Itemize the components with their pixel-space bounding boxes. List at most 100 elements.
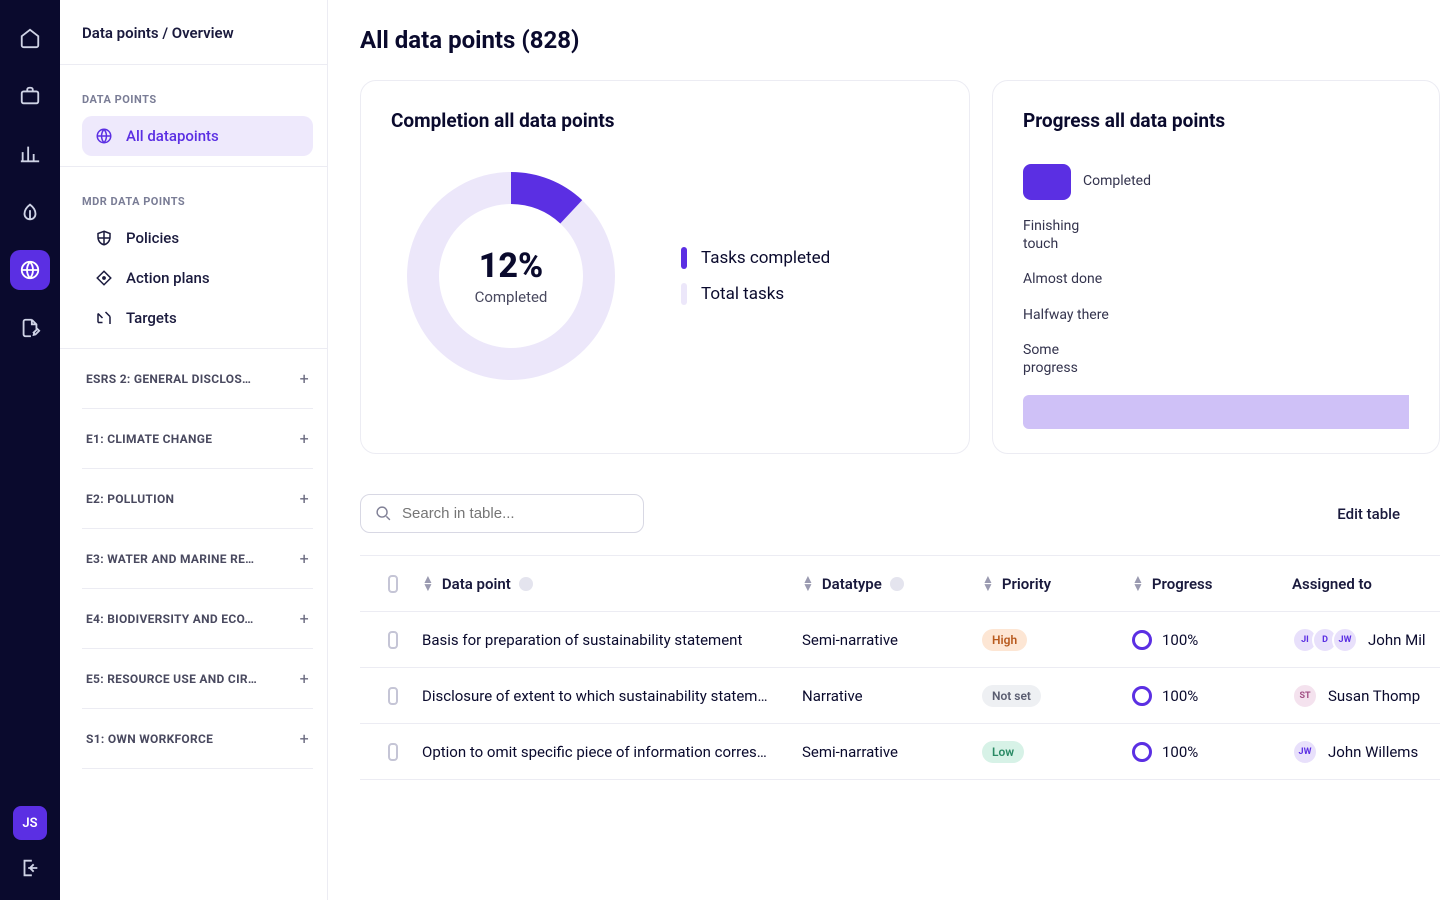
cell-assigned: JW John Willems [1280, 725, 1440, 779]
category-item[interactable]: E3: WATER AND MARINE RE… + [82, 529, 313, 589]
progress-card: Progress all data points CompletedFinish… [992, 80, 1440, 454]
completion-sublabel: Completed [475, 288, 548, 306]
icon-rail: JS [0, 0, 60, 900]
category-item[interactable]: E4: BIODIVERSITY AND ECO…+ [82, 589, 313, 649]
cell-priority: High [970, 615, 1120, 665]
search-input[interactable] [360, 494, 644, 533]
category-item[interactable]: E1: CLIMATE CHANGE+ [82, 409, 313, 469]
expand-icon: + [300, 429, 309, 448]
home-icon[interactable] [10, 18, 50, 58]
table-row[interactable]: Disclosure of extent to which sustainabi… [360, 668, 1440, 724]
nav-policies[interactable]: Policies [82, 218, 313, 258]
user-avatar[interactable]: JS [13, 806, 47, 840]
shield-icon [94, 228, 114, 248]
nav-label: All datapoints [126, 127, 219, 145]
category-label: E3: WATER AND MARINE RE… [86, 552, 254, 566]
assignee-name: John Willems [1328, 743, 1418, 761]
cell-progress: 100% [1120, 672, 1280, 720]
main-content: All data points (828) Completion all dat… [328, 0, 1440, 900]
cell-priority: Not set [970, 671, 1120, 721]
cell-progress: 100% [1120, 728, 1280, 776]
target-icon [94, 308, 114, 328]
leaf-icon[interactable] [10, 192, 50, 232]
nav-all-datapoints[interactable]: All datapoints [82, 116, 313, 156]
globe-icon[interactable] [10, 250, 50, 290]
legend-swatch [681, 283, 687, 305]
section-label-mdr: MDR DATA POINTS [82, 195, 313, 208]
search-icon [375, 505, 392, 522]
nav-label: Policies [126, 229, 179, 247]
nav-targets[interactable]: Targets [82, 298, 313, 338]
progress-label: Some progress [1023, 342, 1113, 377]
table-row[interactable]: Basis for preparation of sustainability … [360, 612, 1440, 668]
table-row[interactable]: Option to omit specific piece of informa… [360, 724, 1440, 780]
cell-progress: 100% [1120, 616, 1280, 664]
info-icon [519, 577, 533, 591]
row-checkbox[interactable] [388, 743, 398, 761]
category-item[interactable]: ESRS 2: GENERAL DISCLOS…+ [82, 349, 313, 409]
edit-doc-icon[interactable] [10, 308, 50, 348]
table-header: ▲▼Data point ▲▼Datatype ▲▼Priority ▲▼Pro… [360, 556, 1440, 612]
progress-ring-icon [1132, 686, 1152, 706]
sidebar: Data points / Overview DATA POINTS All d… [60, 0, 328, 900]
legend-label: Total tasks [701, 284, 784, 304]
chart-icon[interactable] [10, 134, 50, 174]
category-label: E5: RESOURCE USE AND CIR… [86, 672, 257, 686]
progress-row: Almost done [1023, 271, 1409, 289]
cell-priority: Low [970, 727, 1120, 777]
progress-label: Halfway there [1023, 307, 1109, 325]
col-datatype[interactable]: ▲▼Datatype [790, 561, 970, 607]
briefcase-icon[interactable] [10, 76, 50, 116]
category-item[interactable]: E2: POLLUTION + [82, 469, 313, 529]
cell-datapoint: Option to omit specific piece of informa… [410, 729, 790, 775]
expand-icon: + [300, 669, 309, 688]
assignee-avatar: JW [1292, 739, 1318, 765]
col-priority[interactable]: ▲▼Priority [970, 561, 1120, 607]
completion-title: Completion all data points [391, 109, 939, 132]
legend-swatch [681, 247, 687, 269]
logout-icon[interactable] [10, 854, 50, 882]
col-progress[interactable]: ▲▼Progress [1120, 561, 1280, 607]
category-label: E2: POLLUTION [86, 492, 174, 506]
cell-datatype: Semi-narrative [790, 729, 970, 775]
progress-ring-icon [1132, 630, 1152, 650]
cell-datatype: Semi-narrative [790, 617, 970, 663]
completion-donut: 12% Completed [391, 156, 631, 396]
avatar-stack: JW [1292, 739, 1318, 765]
category-label: E4: BIODIVERSITY AND ECO… [86, 612, 254, 626]
row-checkbox[interactable] [388, 631, 398, 649]
assignee-name: Susan Thomp [1328, 687, 1420, 705]
cell-assigned: ST Susan Thomp [1280, 669, 1440, 723]
section-label-datapoints: DATA POINTS [82, 93, 313, 106]
category-item[interactable]: E5: RESOURCE USE AND CIR… + [82, 649, 313, 709]
info-icon [890, 577, 904, 591]
cell-datapoint: Basis for preparation of sustainability … [410, 617, 790, 663]
progress-label: Completed [1083, 173, 1151, 191]
progress-label: Almost done [1023, 271, 1102, 289]
progress-swatch [1023, 164, 1071, 200]
legend-label: Tasks completed [701, 248, 830, 268]
expand-icon: + [300, 549, 309, 568]
category-label: S1: OWN WORKFORCE [86, 732, 213, 746]
assignee-avatar: ST [1292, 683, 1318, 709]
globe-icon [94, 126, 114, 146]
col-assigned[interactable]: Assigned to [1280, 561, 1440, 607]
progress-row: Some progress [1023, 342, 1409, 377]
col-datapoint[interactable]: ▲▼Data point [410, 561, 790, 607]
select-all-checkbox[interactable] [388, 575, 398, 593]
row-checkbox[interactable] [388, 687, 398, 705]
nav-action-plans[interactable]: Action plans [82, 258, 313, 298]
expand-icon: + [300, 369, 309, 388]
progress-ring-icon [1132, 742, 1152, 762]
expand-icon: + [300, 489, 309, 508]
assignee-name: John Mil [1368, 631, 1426, 649]
breadcrumb: Data points / Overview [60, 0, 327, 65]
legend-row: Tasks completed [681, 247, 830, 269]
page-title: All data points (828) [360, 26, 1440, 54]
progress-row: Halfway there [1023, 307, 1409, 325]
assignee-avatar: JW [1332, 627, 1358, 653]
edit-table-link[interactable]: Edit table [1337, 505, 1400, 523]
nav-label: Action plans [126, 269, 210, 287]
category-item[interactable]: S1: OWN WORKFORCE+ [82, 709, 313, 769]
data-table: ▲▼Data point ▲▼Datatype ▲▼Priority ▲▼Pro… [360, 555, 1440, 780]
